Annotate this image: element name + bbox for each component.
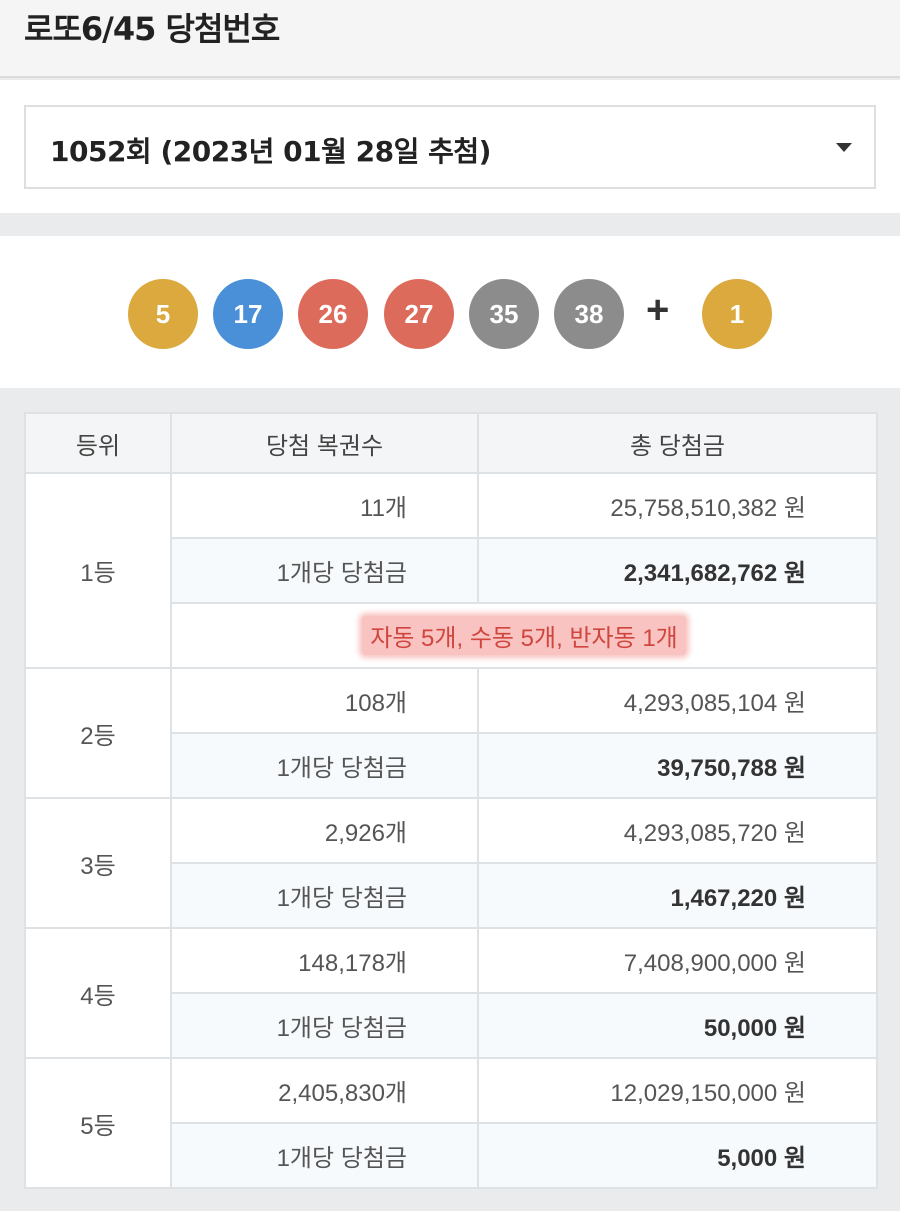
table-row: 1개당 당첨금 50,000 원 — [25, 992, 878, 1059]
winner-count: 11개 — [170, 472, 479, 539]
table-row: 5등 2,405,830개 12,029,150,000 원 — [24, 1057, 878, 1189]
per-ticket-label: 1개당 당첨금 — [170, 537, 479, 604]
lotto-ball: 38 — [554, 279, 624, 349]
plus-icon: + — [646, 288, 670, 332]
purchase-type-note: 자동 5개, 수동 5개, 반자동 1개 — [362, 616, 686, 655]
prize-table: 등위 당첨 복권수 총 당첨금 1등 11개 25,758,510,382 원 … — [24, 412, 878, 1189]
total-prize: 12,029,150,000 원 — [477, 1057, 878, 1124]
rank-cell: 5등 — [24, 1057, 172, 1189]
table-row: 3등 2,926개 4,293,085,720 원 — [24, 797, 878, 929]
table-row: 4등 148,178개 7,408,900,000 원 — [24, 927, 878, 1059]
round-select-value: 1052회 (2023년 01월 28일 추첨) — [50, 135, 491, 168]
total-prize: 25,758,510,382 원 — [477, 472, 878, 539]
winning-numbers: 5 17 26 27 35 38 + 1 — [0, 236, 900, 388]
table-row: 자동 5개, 수동 5개, 반자동 1개 — [25, 602, 878, 669]
table-row: 1등 11개 25,758,510,382 원 — [24, 472, 878, 669]
rank-cell: 3등 — [24, 797, 172, 929]
per-ticket-label: 1개당 당첨금 — [170, 992, 479, 1059]
round-select[interactable]: 1052회 (2023년 01월 28일 추첨) — [24, 105, 876, 189]
total-prize: 4,293,085,104 원 — [477, 667, 878, 734]
winner-count: 2,405,830개 — [170, 1057, 479, 1124]
table-header-row: 등위 당첨 복권수 총 당첨금 — [24, 412, 878, 474]
page-title: 로또6/45 당첨번호 — [24, 10, 280, 48]
rank-cell: 1등 — [24, 472, 172, 669]
table-row: 2등 108개 4,293,085,104 원 — [24, 667, 878, 799]
header-count: 당첨 복권수 — [170, 412, 479, 474]
per-ticket-label: 1개당 당첨금 — [170, 732, 479, 799]
winner-count: 108개 — [170, 667, 479, 734]
per-ticket-prize: 1,467,220 원 — [477, 862, 878, 929]
table-row: 1개당 당첨금 1,467,220 원 — [25, 862, 878, 929]
header-total: 총 당첨금 — [477, 412, 878, 474]
caret-down-icon — [836, 143, 852, 152]
page-header: 로또6/45 당첨번호 — [0, 0, 900, 78]
table-row: 1개당 당첨금 5,000 원 — [25, 1122, 878, 1189]
lotto-ball: 5 — [128, 279, 198, 349]
lotto-ball: 17 — [213, 279, 283, 349]
per-ticket-prize: 2,341,682,762 원 — [477, 537, 878, 604]
header-rank: 등위 — [24, 412, 172, 474]
per-ticket-prize: 39,750,788 원 — [477, 732, 878, 799]
lotto-ball: 35 — [469, 279, 539, 349]
winner-count: 148,178개 — [170, 927, 479, 994]
rank-cell: 4등 — [24, 927, 172, 1059]
lotto-ball: 26 — [298, 279, 368, 349]
per-ticket-label: 1개당 당첨금 — [170, 1122, 479, 1189]
per-ticket-label: 1개당 당첨금 — [170, 862, 479, 929]
winner-count: 2,926개 — [170, 797, 479, 864]
table-row: 1개당 당첨금 39,750,788 원 — [25, 732, 878, 799]
round-select-area: 1052회 (2023년 01월 28일 추첨) — [0, 80, 900, 213]
per-ticket-prize: 5,000 원 — [477, 1122, 878, 1189]
table-row: 1개당 당첨금 2,341,682,762 원 — [25, 537, 878, 604]
total-prize: 7,408,900,000 원 — [477, 927, 878, 994]
rank-cell: 2등 — [24, 667, 172, 799]
total-prize: 4,293,085,720 원 — [477, 797, 878, 864]
note-cell: 자동 5개, 수동 5개, 반자동 1개 — [170, 602, 878, 669]
per-ticket-prize: 50,000 원 — [477, 992, 878, 1059]
lotto-ball: 27 — [384, 279, 454, 349]
bonus-ball: 1 — [702, 279, 772, 349]
